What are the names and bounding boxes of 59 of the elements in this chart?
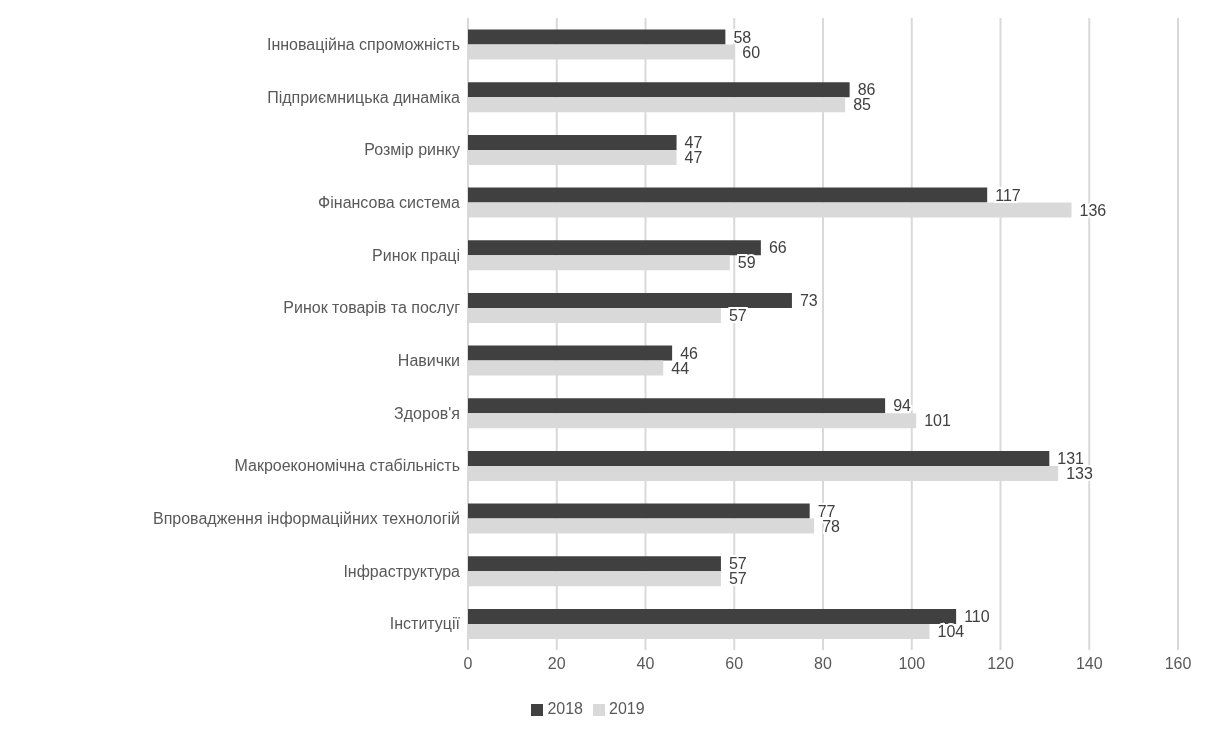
data-label: 44 [671, 359, 690, 377]
x-tick-label: 100 [898, 655, 926, 673]
bar [468, 292, 792, 308]
bar [468, 556, 721, 572]
data-label: 94 [893, 397, 912, 415]
bar [468, 345, 673, 361]
y-tick-label: Підприємницька динаміка [267, 88, 461, 106]
x-tick-label: 40 [636, 655, 655, 673]
data-label: 85 [853, 96, 872, 114]
bar [468, 29, 726, 45]
x-tick-label: 160 [1164, 655, 1192, 673]
data-label: 60 [742, 43, 761, 61]
x-tick-label: 140 [1075, 655, 1103, 673]
x-tick-label: 20 [547, 655, 566, 673]
y-tick-label: Інституції [389, 615, 461, 633]
y-tick-label: Здоров'я [394, 404, 460, 422]
data-label: 101 [924, 412, 951, 430]
data-label: 47 [684, 134, 703, 152]
bar [468, 240, 761, 256]
data-label: 57 [728, 570, 747, 588]
data-label: 104 [937, 623, 965, 641]
data-label: 110 [964, 608, 990, 626]
data-label: 59 [737, 254, 756, 272]
bar [468, 134, 677, 150]
y-tick-label: Фінансова система [318, 194, 461, 212]
x-tick-label: 120 [987, 655, 1014, 673]
data-label: 131 [1057, 450, 1085, 468]
x-tick-label: 0 [463, 655, 473, 673]
data-label: 77 [817, 502, 836, 520]
y-tick-label: Розмір ринку [364, 141, 460, 159]
legend-label: 2018 [547, 700, 583, 717]
data-label: 66 [768, 239, 787, 257]
y-tick-label: Інфраструктура [343, 562, 461, 580]
legend-label: 2019 [609, 700, 645, 717]
data-label: 86 [857, 81, 876, 99]
bar [468, 503, 810, 519]
data-label: 78 [822, 517, 841, 535]
bar [468, 450, 1050, 466]
y-tick-label: Ринок праці [372, 246, 460, 264]
bar [468, 398, 886, 414]
y-tick-label: Ринок товарів та послуг [283, 299, 461, 317]
y-tick-label: Інноваційна спроможність [266, 36, 460, 54]
bar [468, 82, 850, 98]
data-label: 47 [684, 149, 703, 167]
data-label: 58 [733, 28, 752, 46]
x-tick-label: 80 [814, 655, 832, 673]
bar [468, 608, 957, 624]
data-label: 117 [995, 186, 1021, 204]
data-label: 136 [1079, 201, 1107, 219]
x-tick-label: 60 [725, 655, 744, 673]
y-tick-label: Впровадження інформаційних технологій [152, 510, 460, 528]
data-label: 57 [728, 307, 747, 325]
data-label: 133 [1066, 465, 1093, 483]
data-label: 57 [728, 555, 747, 573]
bar [468, 187, 988, 203]
y-tick-label: Макроекономічна стабільність [234, 457, 460, 475]
data-label: 46 [680, 344, 699, 362]
data-label: 73 [799, 292, 818, 310]
y-tick-label: Навички [397, 352, 460, 370]
